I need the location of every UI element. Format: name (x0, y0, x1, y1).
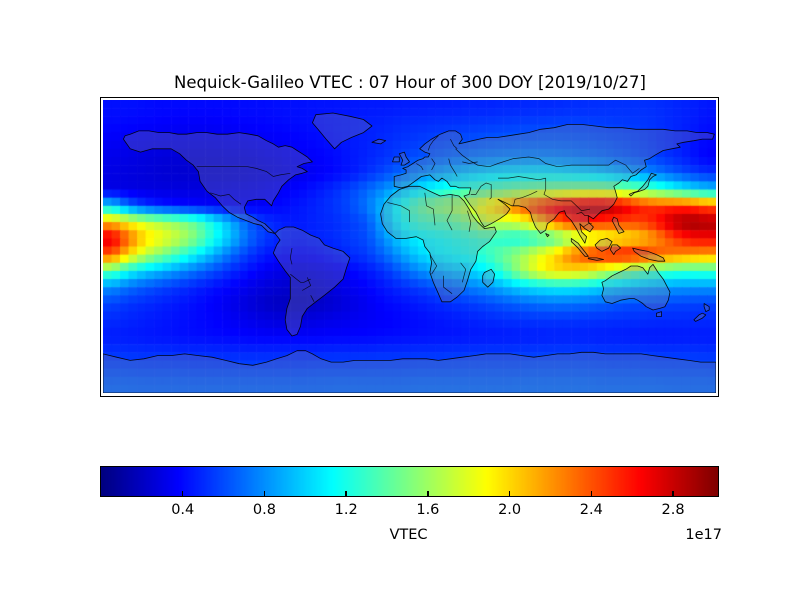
coastline-path (482, 268, 495, 288)
country-border-path (289, 248, 293, 265)
country-border-path (576, 211, 589, 216)
country-border-path (446, 194, 453, 231)
coastline-path (393, 124, 715, 244)
coastline-path (392, 156, 400, 163)
country-border-path (431, 158, 436, 171)
coastline-overlay-svg (103, 112, 716, 393)
coastline-path (611, 216, 625, 234)
country-border-path (498, 176, 546, 181)
country-border-path (387, 202, 410, 223)
colorbar-tick (672, 491, 674, 496)
colorbar-tick (590, 491, 593, 496)
coastline-path (398, 151, 410, 166)
country-border-path (583, 223, 592, 228)
colorbar-tick-label: 2.0 (498, 502, 522, 518)
coastline-path (628, 172, 657, 197)
coastline-path (632, 247, 666, 262)
country-border-path (310, 295, 315, 302)
coastline-path (312, 112, 373, 150)
colorbar-tick (427, 491, 429, 496)
coastline-path (123, 130, 313, 234)
country-border-path (424, 192, 436, 226)
country-border-path (460, 262, 467, 283)
country-border-path (196, 166, 291, 177)
colorbar-tick-label: 2.8 (661, 502, 685, 518)
coastline-path (703, 303, 710, 312)
colorbar-tick-label: 0.4 (171, 502, 195, 518)
coastline-path (693, 312, 707, 322)
coastline-path (545, 233, 550, 238)
country-border-path (443, 275, 453, 294)
coastline-path (103, 350, 716, 393)
country-border-path (513, 190, 538, 206)
coastline-path (610, 244, 621, 255)
country-border-path (427, 135, 439, 151)
coastline-path (594, 238, 613, 252)
colorbar-tick (508, 491, 511, 496)
map-heatmap-canvas (103, 100, 716, 393)
colorbar-tick-labels: 0.4 0.8 1.2 1.6 2.0 2.4 2.8 (101, 502, 718, 522)
colorbar-gradient-canvas (101, 467, 718, 496)
colorbar-tick-label: 2.4 (579, 502, 603, 518)
colorbar-axis-label: VTEC (389, 527, 428, 543)
coastline-path (570, 238, 589, 257)
country-border-path (470, 182, 492, 200)
country-border-path (290, 273, 311, 283)
map-content (103, 100, 716, 393)
coastline-path (656, 311, 662, 317)
colorbar-tick-label: 0.8 (252, 502, 276, 518)
colorbar-tick (263, 491, 266, 496)
coastline-path (601, 264, 671, 311)
coastline-path (371, 138, 387, 145)
country-border-path (450, 138, 458, 150)
country-border-path (543, 178, 591, 212)
colorbar-tick (181, 491, 184, 496)
country-border-path (210, 192, 242, 205)
colorbar-offset-label: 1e17 (685, 527, 722, 543)
country-border-path (302, 277, 312, 291)
colorbar-tick-label: 1.2 (334, 502, 358, 518)
colorbar-frame (100, 466, 719, 497)
country-border-path (429, 254, 438, 275)
coastline-path (272, 226, 351, 337)
country-border-path (416, 163, 424, 171)
plot-title: Nequick-Galileo VTEC : 07 Hour of 300 DO… (174, 73, 646, 92)
country-border-path (455, 148, 640, 174)
country-border-path (462, 161, 478, 164)
country-border-path (467, 210, 472, 232)
colorbar-tick (345, 491, 347, 496)
country-border-path (448, 158, 458, 177)
coastline-path (587, 257, 604, 261)
colorbar-tick-label: 1.6 (416, 502, 440, 518)
